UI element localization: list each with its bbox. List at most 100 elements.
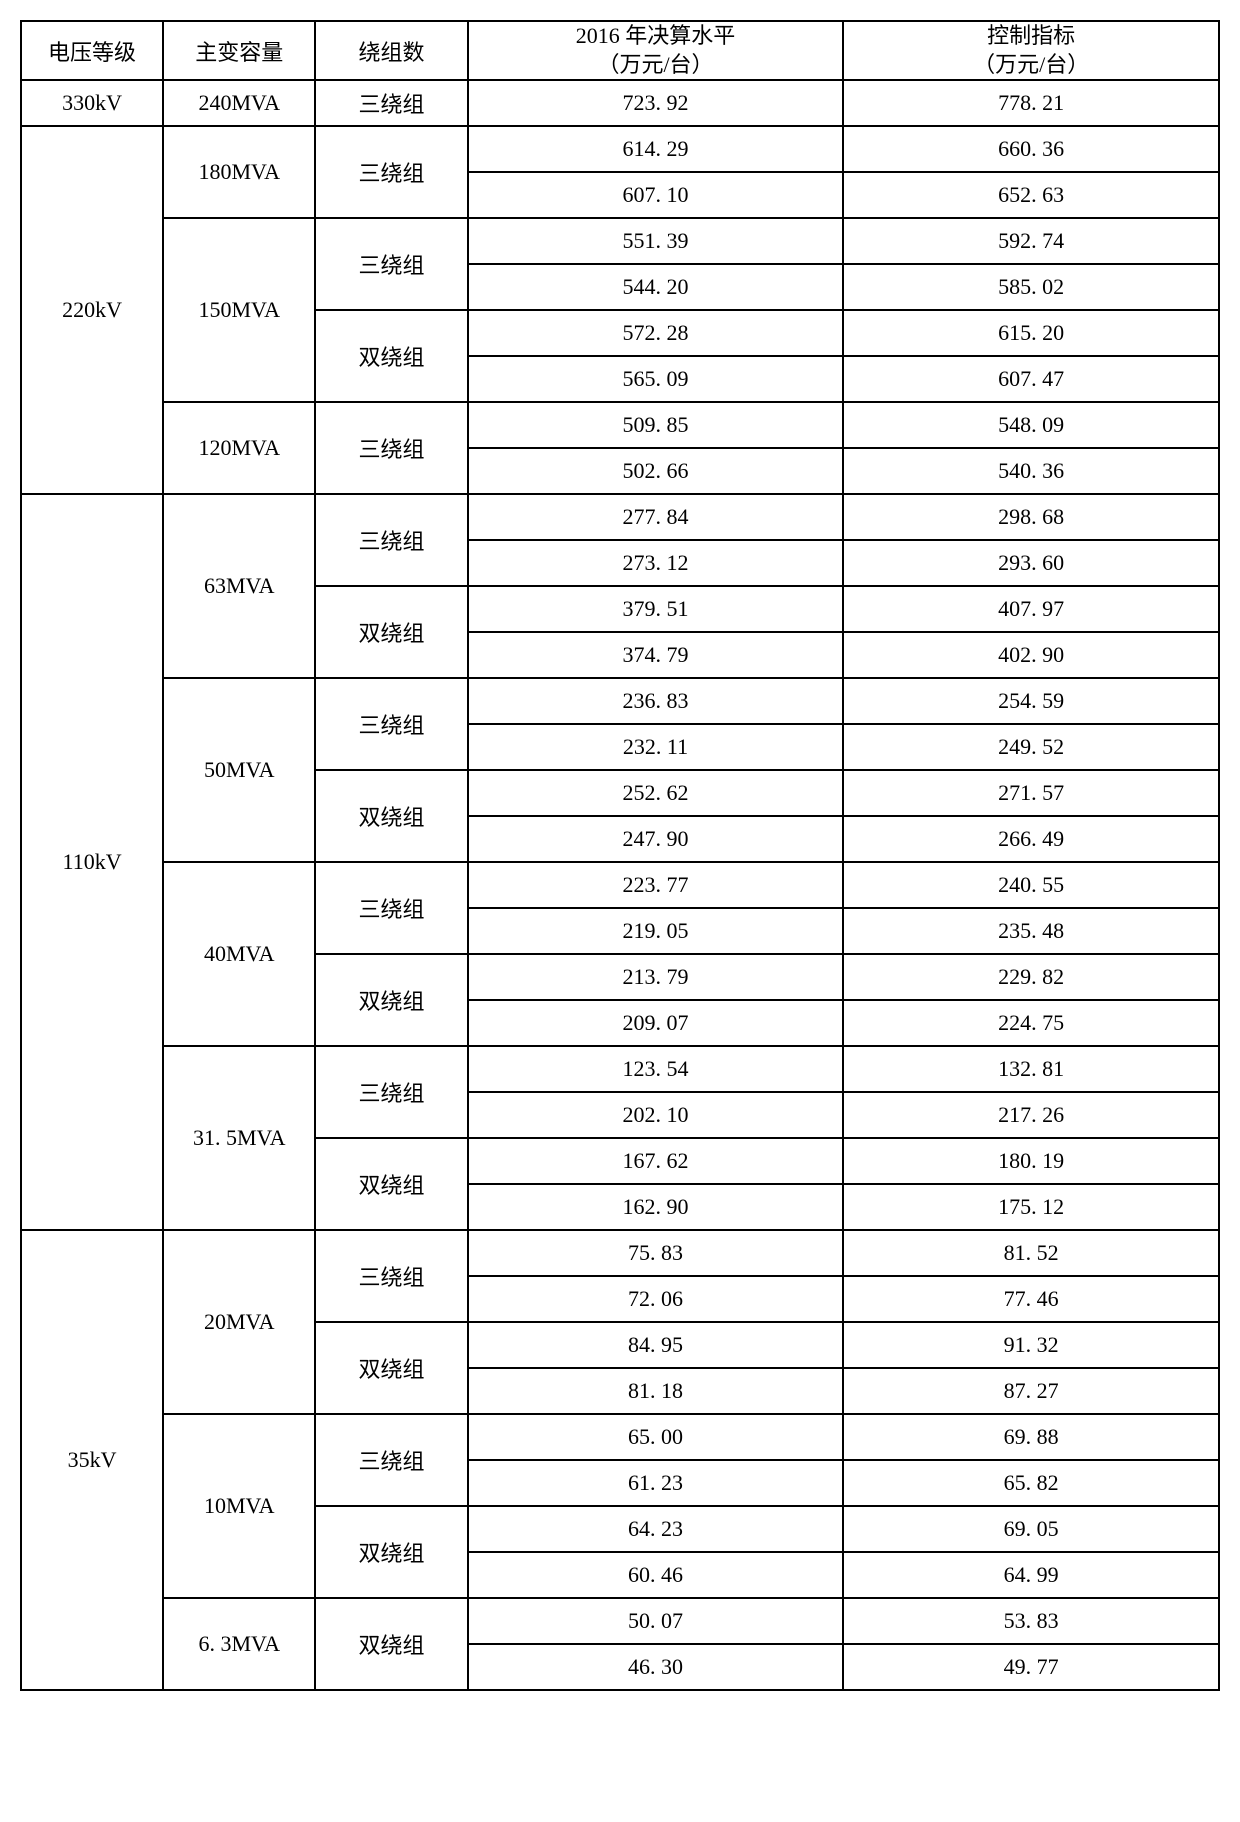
cell-winding: 双绕组	[315, 1322, 467, 1414]
cell-control: 778. 21	[843, 80, 1219, 126]
col-settlement: 2016 年决算水平 （万元/台）	[468, 21, 844, 80]
cell-settlement: 209. 07	[468, 1000, 844, 1046]
cell-settlement: 50. 07	[468, 1598, 844, 1644]
cell-settlement: 162. 90	[468, 1184, 844, 1230]
cell-control: 585. 02	[843, 264, 1219, 310]
cell-winding: 双绕组	[315, 1506, 467, 1598]
cell-capacity: 40MVA	[163, 862, 315, 1046]
cell-control: 65. 82	[843, 1460, 1219, 1506]
cell-settlement: 60. 46	[468, 1552, 844, 1598]
table-row: 10MVA三绕组65. 0069. 88	[21, 1414, 1219, 1460]
cell-control: 293. 60	[843, 540, 1219, 586]
cell-control: 91. 32	[843, 1322, 1219, 1368]
cell-settlement: 46. 30	[468, 1644, 844, 1690]
col-control-l2: （万元/台）	[844, 51, 1218, 80]
table-header-row: 电压等级 主变容量 绕组数 2016 年决算水平 （万元/台） 控制指标 （万元…	[21, 21, 1219, 80]
table-row: 110kV63MVA三绕组277. 84298. 68	[21, 494, 1219, 540]
cell-control: 87. 27	[843, 1368, 1219, 1414]
col-capacity: 主变容量	[163, 21, 315, 80]
table-row: 40MVA三绕组223. 77240. 55	[21, 862, 1219, 908]
cell-winding: 双绕组	[315, 1138, 467, 1230]
cell-settlement: 232. 11	[468, 724, 844, 770]
cell-settlement: 213. 79	[468, 954, 844, 1000]
cell-control: 235. 48	[843, 908, 1219, 954]
cell-winding: 双绕组	[315, 586, 467, 678]
table-row: 6. 3MVA双绕组50. 0753. 83	[21, 1598, 1219, 1644]
cell-winding: 双绕组	[315, 770, 467, 862]
cell-capacity: 6. 3MVA	[163, 1598, 315, 1690]
cell-settlement: 223. 77	[468, 862, 844, 908]
cell-settlement: 565. 09	[468, 356, 844, 402]
cell-winding: 三绕组	[315, 1414, 467, 1506]
cell-control: 64. 99	[843, 1552, 1219, 1598]
cell-settlement: 551. 39	[468, 218, 844, 264]
cell-settlement: 236. 83	[468, 678, 844, 724]
cell-control: 224. 75	[843, 1000, 1219, 1046]
cell-winding: 三绕组	[315, 1046, 467, 1138]
cell-settlement: 72. 06	[468, 1276, 844, 1322]
cell-settlement: 75. 83	[468, 1230, 844, 1276]
cell-capacity: 180MVA	[163, 126, 315, 218]
cell-winding: 三绕组	[315, 494, 467, 586]
col-control: 控制指标 （万元/台）	[843, 21, 1219, 80]
cell-control: 217. 26	[843, 1092, 1219, 1138]
cell-control: 548. 09	[843, 402, 1219, 448]
cell-winding: 双绕组	[315, 310, 467, 402]
cell-control: 652. 63	[843, 172, 1219, 218]
table-row: 120MVA三绕组509. 85548. 09	[21, 402, 1219, 448]
table-row: 220kV180MVA三绕组614. 29660. 36	[21, 126, 1219, 172]
cell-control: 615. 20	[843, 310, 1219, 356]
cell-capacity: 31. 5MVA	[163, 1046, 315, 1230]
cell-capacity: 63MVA	[163, 494, 315, 678]
cell-control: 249. 52	[843, 724, 1219, 770]
cell-settlement: 202. 10	[468, 1092, 844, 1138]
cell-winding: 三绕组	[315, 1230, 467, 1322]
cell-control: 540. 36	[843, 448, 1219, 494]
cell-control: 298. 68	[843, 494, 1219, 540]
cell-winding: 三绕组	[315, 862, 467, 954]
cell-control: 592. 74	[843, 218, 1219, 264]
cell-voltage: 35kV	[21, 1230, 163, 1690]
cell-settlement: 81. 18	[468, 1368, 844, 1414]
cell-settlement: 273. 12	[468, 540, 844, 586]
cell-voltage: 220kV	[21, 126, 163, 494]
table-row: 150MVA三绕组551. 39592. 74	[21, 218, 1219, 264]
cell-settlement: 65. 00	[468, 1414, 844, 1460]
table-row: 330kV240MVA三绕组723. 92778. 21	[21, 80, 1219, 126]
cell-winding: 双绕组	[315, 1598, 467, 1690]
col-settlement-l1: 2016 年决算水平	[469, 22, 843, 51]
cell-capacity: 10MVA	[163, 1414, 315, 1598]
cell-settlement: 607. 10	[468, 172, 844, 218]
cell-control: 53. 83	[843, 1598, 1219, 1644]
cell-winding: 三绕组	[315, 126, 467, 218]
cell-control: 77. 46	[843, 1276, 1219, 1322]
table-body: 330kV240MVA三绕组723. 92778. 21220kV180MVA三…	[21, 80, 1219, 1690]
cell-winding: 三绕组	[315, 402, 467, 494]
cell-control: 266. 49	[843, 816, 1219, 862]
cell-settlement: 247. 90	[468, 816, 844, 862]
cell-settlement: 544. 20	[468, 264, 844, 310]
cell-winding: 三绕组	[315, 80, 467, 126]
cell-settlement: 167. 62	[468, 1138, 844, 1184]
cell-capacity: 20MVA	[163, 1230, 315, 1414]
cell-control: 407. 97	[843, 586, 1219, 632]
transformer-spec-table: 电压等级 主变容量 绕组数 2016 年决算水平 （万元/台） 控制指标 （万元…	[20, 20, 1220, 1691]
cell-voltage: 330kV	[21, 80, 163, 126]
col-voltage: 电压等级	[21, 21, 163, 80]
cell-settlement: 61. 23	[468, 1460, 844, 1506]
cell-settlement: 374. 79	[468, 632, 844, 678]
cell-control: 69. 88	[843, 1414, 1219, 1460]
col-winding: 绕组数	[315, 21, 467, 80]
cell-settlement: 64. 23	[468, 1506, 844, 1552]
cell-settlement: 614. 29	[468, 126, 844, 172]
table-row: 31. 5MVA三绕组123. 54132. 81	[21, 1046, 1219, 1092]
cell-capacity: 120MVA	[163, 402, 315, 494]
cell-control: 81. 52	[843, 1230, 1219, 1276]
cell-winding: 三绕组	[315, 218, 467, 310]
cell-control: 240. 55	[843, 862, 1219, 908]
cell-control: 229. 82	[843, 954, 1219, 1000]
cell-settlement: 502. 66	[468, 448, 844, 494]
cell-winding: 双绕组	[315, 954, 467, 1046]
cell-control: 180. 19	[843, 1138, 1219, 1184]
cell-settlement: 252. 62	[468, 770, 844, 816]
